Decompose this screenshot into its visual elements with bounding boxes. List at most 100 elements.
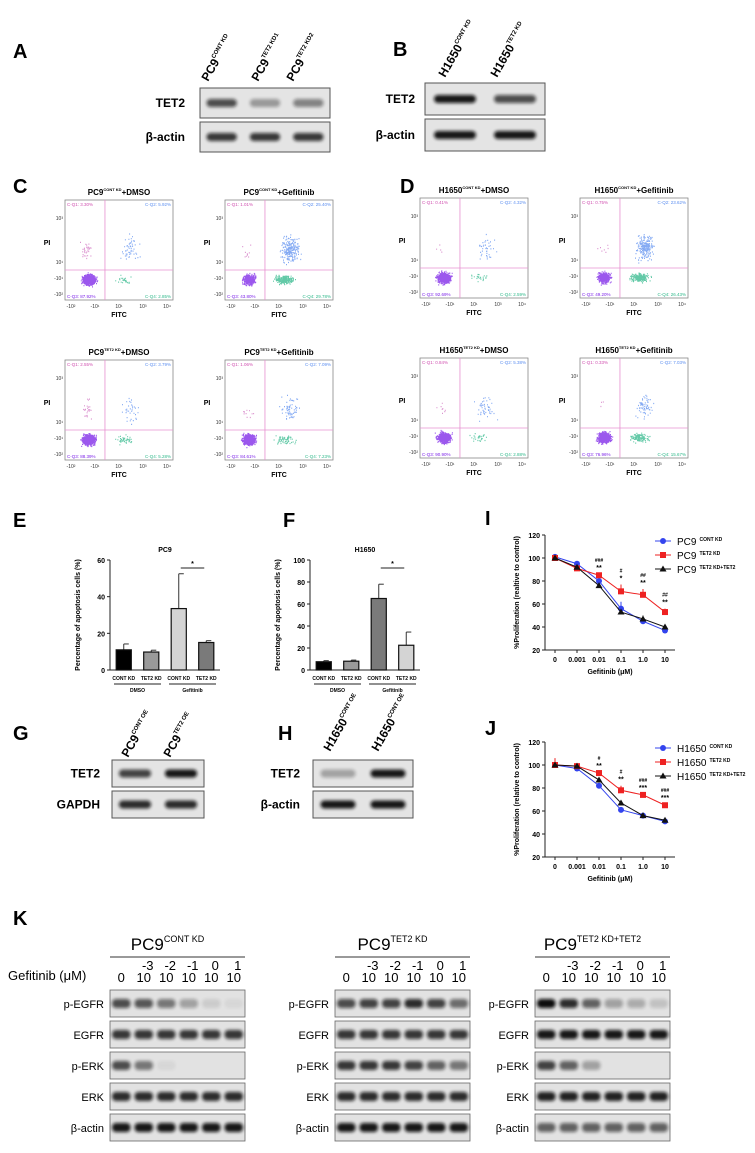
blot-band bbox=[157, 1030, 176, 1039]
group-base: PC9 bbox=[544, 935, 577, 954]
panel-label: K bbox=[13, 908, 28, 930]
blot-band bbox=[359, 1123, 378, 1132]
flow-title-suffix: +Gefitinib bbox=[636, 346, 673, 355]
data-point bbox=[618, 787, 624, 794]
quadrant-q2-label: C-Q2: 7.09% bbox=[305, 362, 331, 367]
quadrant-q1-label: C-Q1: 0.84% bbox=[422, 360, 448, 365]
bar bbox=[170, 607, 187, 671]
x-tick-label: 10⁴ bbox=[323, 304, 331, 310]
blot-band bbox=[249, 99, 281, 107]
quadrant-q2-label: C-Q2: 5.38% bbox=[500, 360, 526, 365]
flow-events bbox=[279, 234, 302, 266]
dose-base: 10 bbox=[204, 970, 218, 985]
lane-label: PC9CONT KD bbox=[198, 32, 236, 84]
x-tick-label: -10¹ bbox=[91, 464, 100, 470]
x-tick-label: CONT KD bbox=[367, 676, 390, 682]
blot-band bbox=[179, 1092, 198, 1101]
x-tick-label: TET2 KD bbox=[141, 676, 162, 682]
row-label: TET2 bbox=[271, 767, 301, 781]
y-tick-label: -10² bbox=[569, 450, 578, 456]
flow-events bbox=[595, 430, 614, 445]
flow-title-base: PC9 bbox=[89, 348, 105, 357]
label-base: PC9 bbox=[198, 56, 222, 83]
x-tick-label: 10³ bbox=[494, 462, 502, 468]
blot-band bbox=[337, 1092, 356, 1101]
y-tick-label: -10² bbox=[569, 290, 578, 296]
x-axis-label: FITC bbox=[466, 470, 482, 477]
y-axis-label: Percentage of apoptosis cells (%) bbox=[75, 559, 82, 671]
row-label: EGFR bbox=[498, 1030, 529, 1042]
quadrant-q3-label: C-Q3: 87.92% bbox=[67, 294, 96, 299]
label-base: PC9 bbox=[248, 56, 272, 83]
blot-band bbox=[382, 1030, 401, 1039]
annotation-star: ** bbox=[596, 763, 602, 770]
y-tick-label: 60 bbox=[532, 602, 540, 609]
row-label: TET2 bbox=[71, 767, 101, 781]
y-tick-label: 120 bbox=[528, 740, 540, 747]
series-line bbox=[554, 557, 666, 613]
legend-base: PC9 bbox=[677, 551, 697, 562]
y-tick-label: -10¹ bbox=[569, 434, 578, 440]
data-point bbox=[640, 591, 646, 598]
blot-band bbox=[382, 1123, 401, 1132]
lane-label-text: PC9CONT KD bbox=[198, 32, 236, 83]
quadrant-q3-label: C-Q3: 88.39% bbox=[67, 454, 96, 459]
data-point bbox=[618, 588, 624, 595]
legend-base: H1650 bbox=[677, 744, 707, 755]
label-superscript: CONT KD bbox=[454, 18, 473, 45]
y-tick-label: -10² bbox=[214, 452, 223, 458]
blot-band bbox=[382, 1061, 401, 1070]
flow-title: H1650CONT KD+Gefitinib bbox=[595, 185, 674, 195]
blot-band bbox=[604, 999, 623, 1008]
plot-frame bbox=[579, 357, 689, 459]
y-tick-label: 60 bbox=[97, 558, 105, 565]
x-tick-label: -10² bbox=[227, 464, 236, 470]
data-point bbox=[661, 816, 669, 823]
dose-exponent: -2 bbox=[389, 958, 401, 973]
blot-band bbox=[359, 999, 378, 1008]
y-tick-label: 10¹ bbox=[216, 260, 224, 266]
data-point bbox=[639, 812, 647, 819]
flow-events bbox=[471, 273, 488, 283]
plot-frame bbox=[64, 359, 174, 461]
blot-band bbox=[627, 999, 646, 1008]
blot-strip bbox=[534, 989, 671, 1018]
flow-plot: PC9CONT KD+Gefitinib C-Q1: 1.01% C-Q2: 25.… bbox=[204, 187, 334, 319]
group-label: Gefitinib bbox=[182, 688, 202, 694]
y-axis-label: PI bbox=[204, 400, 211, 407]
x-tick-label: -10² bbox=[67, 304, 76, 310]
dose-base: 0 bbox=[543, 970, 550, 985]
x-tick-label: -10¹ bbox=[446, 302, 455, 308]
legend-sup: TET2 KD bbox=[709, 758, 730, 764]
blot-band bbox=[370, 769, 406, 778]
annotation-hash: # bbox=[598, 756, 601, 762]
blot-band bbox=[559, 1030, 578, 1039]
flow-events bbox=[80, 433, 97, 448]
lane-label-text: H1650TET2 KD bbox=[487, 20, 530, 80]
flow-events bbox=[435, 270, 453, 286]
flow-events bbox=[436, 244, 443, 253]
flow-title-suffix: +Gefitinib bbox=[277, 188, 314, 197]
flow-title-base: PC9 bbox=[88, 188, 104, 197]
x-tick-label: CONT KD bbox=[167, 676, 190, 682]
flow-title-sup: TET2 KD bbox=[104, 347, 121, 352]
data-point bbox=[661, 623, 669, 630]
dose-base: 10 bbox=[562, 970, 576, 985]
flow-events bbox=[436, 402, 446, 414]
chart-e: E 0 20 40 60 PC9 Percentage of apoptosis cells… bbox=[13, 510, 220, 694]
data-point bbox=[595, 776, 603, 783]
flow-events bbox=[273, 274, 296, 286]
quadrant-q4-label: C-Q4: 7.23% bbox=[305, 454, 331, 459]
y-tick-label: 10¹ bbox=[571, 418, 579, 424]
blot-band bbox=[582, 1123, 601, 1132]
dose-exponent: -3 bbox=[142, 958, 154, 973]
data-point bbox=[573, 762, 581, 769]
legend-label: PC9 CONT KD bbox=[677, 537, 723, 548]
data-point bbox=[662, 609, 668, 616]
y-tick-label: 60 bbox=[297, 602, 305, 609]
chart-title: PC9 bbox=[158, 547, 172, 554]
blot-band bbox=[112, 1061, 131, 1070]
panel-label: F bbox=[283, 510, 295, 532]
